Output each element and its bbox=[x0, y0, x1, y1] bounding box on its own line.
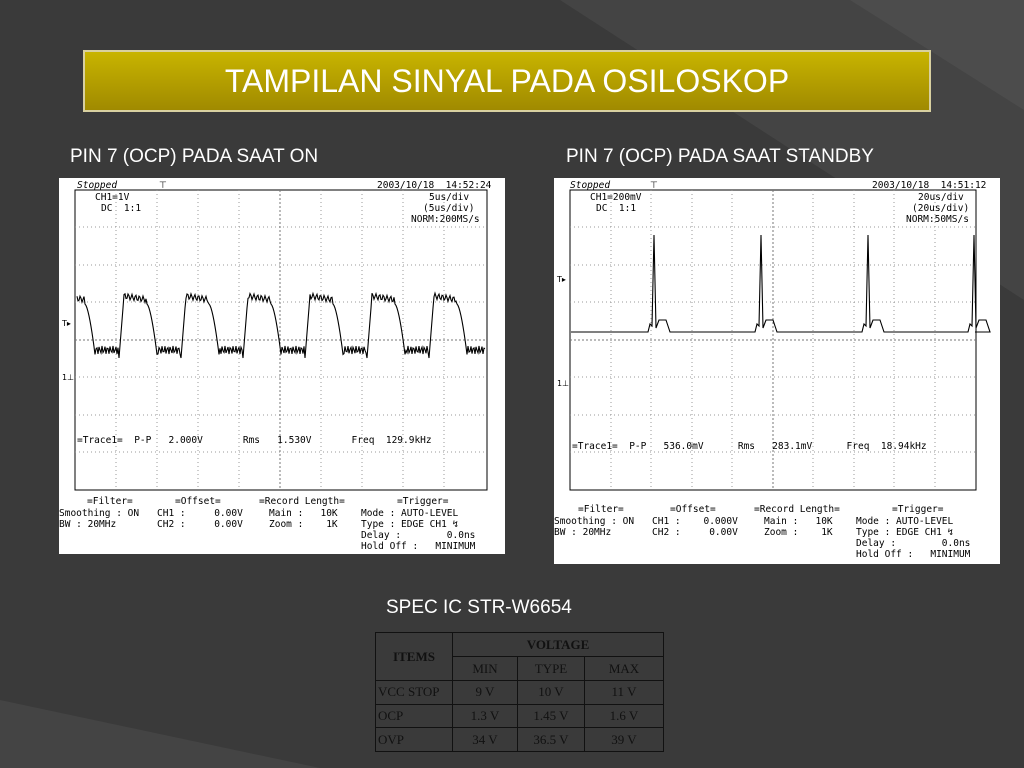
scope-ch1-scale: CH1=1V bbox=[95, 192, 130, 203]
offset-ch1: CH1 : 0.000V bbox=[652, 516, 738, 527]
offset-ch2: CH2 : 0.00V bbox=[157, 519, 243, 530]
spec-min: 34 V bbox=[452, 727, 518, 752]
spec-max: 11 V bbox=[584, 680, 664, 705]
spec-col-max: MAX bbox=[584, 656, 664, 681]
filter-smoothing: Smoothing : ON bbox=[59, 508, 140, 519]
spec-table: ITEMS VOLTAGE MIN TYPE MAX VCC STOP 9 V … bbox=[375, 632, 664, 752]
spec-item: OCP bbox=[375, 703, 453, 729]
spec-item: OVP bbox=[375, 727, 453, 752]
scope-timebase: 20us/div bbox=[918, 192, 964, 203]
trigger-heading: =Trigger= bbox=[892, 504, 944, 515]
right-scope-caption: PIN 7 (OCP) PADA SAAT STANDBY bbox=[566, 146, 874, 167]
filter-bandwidth: BW : 20MHz bbox=[59, 519, 117, 530]
record-zoom: Zoom : 1K bbox=[269, 519, 338, 530]
scope-datetime: 2003/10/18 14:52:24 bbox=[377, 180, 492, 191]
record-heading: =Record Length= bbox=[259, 496, 345, 507]
spec-items-header: ITEMS bbox=[375, 632, 453, 681]
scope-grid-standby: ⊤ T▸ 1⊥ bbox=[556, 181, 991, 491]
trigger-type: Type : EDGE CH1 ↯ bbox=[361, 519, 459, 530]
filter-heading: =Filter= bbox=[578, 504, 624, 515]
offset-heading: =Offset= bbox=[670, 504, 716, 515]
scope-trace-measurement: =Trace1= P-P 2.000V Rms 1.530V Freq 129.… bbox=[77, 435, 432, 446]
scope-ch1-scale: CH1=200mV bbox=[590, 192, 642, 203]
offset-ch2: CH2 : 0.00V bbox=[652, 527, 738, 538]
trigger-mode: Mode : AUTO-LEVEL bbox=[856, 516, 954, 527]
trigger-delay: Delay : 0.0ns bbox=[361, 530, 476, 541]
scope-timebase: 5us/div bbox=[429, 192, 470, 203]
trigger-holdoff: Hold Off : MINIMUM bbox=[361, 541, 476, 552]
scope-status: Stopped bbox=[77, 180, 118, 191]
spec-min: 1.3 V bbox=[452, 703, 518, 729]
offset-heading: =Offset= bbox=[175, 496, 221, 507]
trigger-heading: =Trigger= bbox=[397, 496, 449, 507]
spec-caption: SPEC IC STR-W6654 bbox=[386, 597, 572, 618]
record-zoom: Zoom : 1K bbox=[764, 527, 833, 538]
spec-min: 9 V bbox=[452, 680, 518, 705]
trigger-type: Type : EDGE CH1 ↯ bbox=[856, 527, 954, 538]
table-row: OVP 34 V 36.5 V 39 V bbox=[375, 727, 664, 752]
scope-timebase-zoom: (5us/div) bbox=[423, 203, 475, 214]
spec-col-type: TYPE bbox=[517, 656, 585, 681]
scope-trace-measurement: =Trace1= P-P 536.0mV Rms 283.1mV Freq 18… bbox=[572, 441, 927, 452]
scope-sample-rate: NORM:50MS/s bbox=[906, 214, 969, 225]
oscilloscope-standby: Stopped 2003/10/18 14:51:12 CH1=200mV DC… bbox=[554, 178, 1000, 564]
filter-bandwidth: BW : 20MHz bbox=[554, 527, 612, 538]
scope-sample-rate: NORM:200MS/s bbox=[411, 214, 480, 225]
slide-title: TAMPILAN SINYAL PADA OSILOSKOP bbox=[83, 50, 931, 112]
svg-text:1⊥: 1⊥ bbox=[557, 379, 569, 388]
record-main: Main : 10K bbox=[764, 516, 833, 527]
scope-grid-on: ⊤ T▸ 1⊥ bbox=[61, 181, 488, 491]
record-main: Main : 10K bbox=[269, 508, 338, 519]
oscilloscope-on: Stopped 2003/10/18 14:52:24 CH1=1V DC 1:… bbox=[59, 178, 505, 554]
spec-max: 39 V bbox=[584, 727, 664, 752]
spec-type: 1.45 V bbox=[517, 703, 585, 729]
spec-type: 10 V bbox=[517, 680, 585, 705]
table-row: OCP 1.3 V 1.45 V 1.6 V bbox=[375, 703, 664, 729]
scope-coupling: DC 1:1 bbox=[596, 203, 637, 214]
filter-heading: =Filter= bbox=[87, 496, 133, 507]
record-heading: =Record Length= bbox=[754, 504, 840, 515]
trigger-mode: Mode : AUTO-LEVEL bbox=[361, 508, 459, 519]
spec-voltage-header: VOLTAGE bbox=[452, 632, 664, 657]
spec-max: 1.6 V bbox=[584, 703, 664, 729]
spec-item: VCC STOP bbox=[375, 680, 453, 705]
trigger-marker-icon: ⊤ bbox=[159, 181, 167, 191]
offset-ch1: CH1 : 0.00V bbox=[157, 508, 243, 519]
left-scope-caption: PIN 7 (OCP) PADA SAAT ON bbox=[70, 146, 319, 167]
table-row: VCC STOP 9 V 10 V 11 V bbox=[375, 680, 664, 705]
trigger-marker-icon: ⊤ bbox=[650, 181, 658, 191]
scope-coupling: DC 1:1 bbox=[101, 203, 142, 214]
scope-timebase-zoom: (20us/div) bbox=[912, 203, 970, 214]
filter-smoothing: Smoothing : ON bbox=[554, 516, 635, 527]
svg-text:T▸: T▸ bbox=[556, 275, 566, 284]
svg-text:1⊥: 1⊥ bbox=[62, 373, 74, 382]
scope-status: Stopped bbox=[570, 180, 611, 191]
scope-datetime: 2003/10/18 14:51:12 bbox=[872, 180, 987, 191]
svg-text:T▸: T▸ bbox=[61, 319, 71, 328]
spec-col-min: MIN bbox=[452, 656, 518, 681]
trigger-holdoff: Hold Off : MINIMUM bbox=[856, 549, 971, 560]
trigger-delay: Delay : 0.0ns bbox=[856, 538, 971, 549]
spec-type: 36.5 V bbox=[517, 727, 585, 752]
